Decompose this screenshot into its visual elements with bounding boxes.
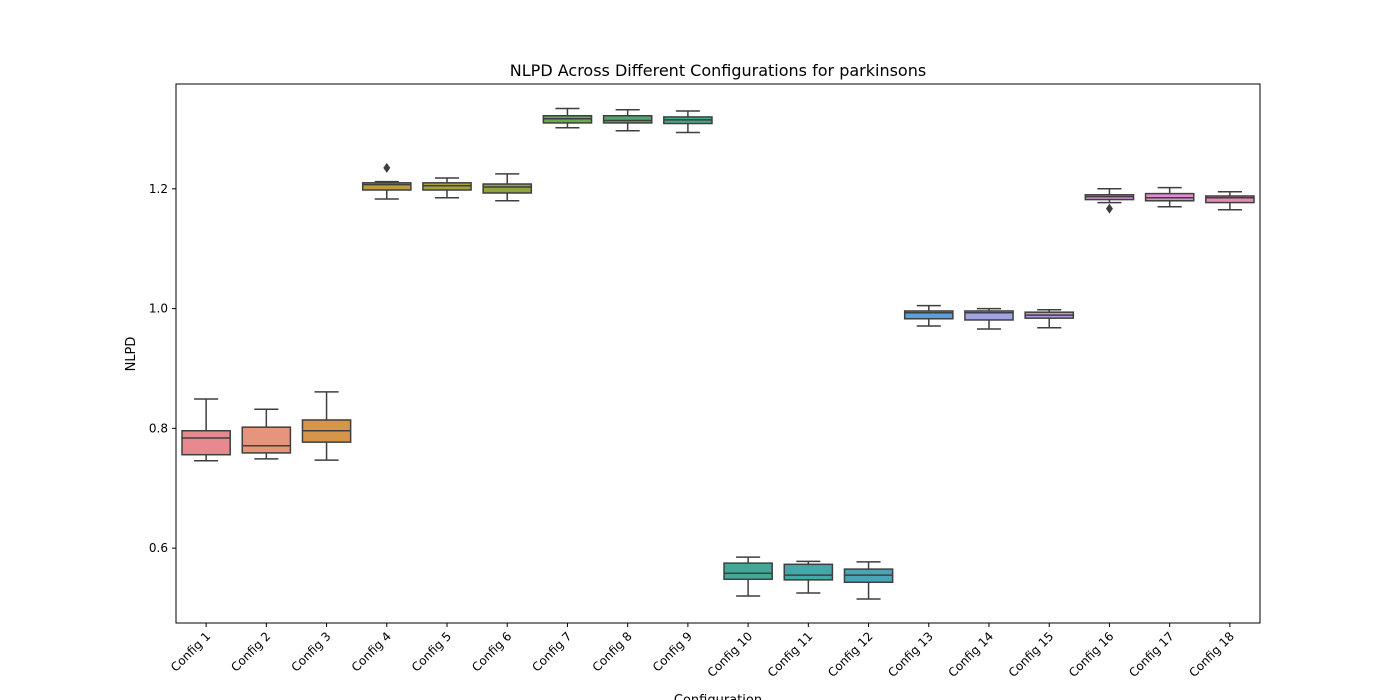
x-tick-label: Config 17 xyxy=(1126,629,1177,680)
x-tick-label: Config 18 xyxy=(1186,629,1237,680)
x-tick-label: Config 8 xyxy=(590,629,635,674)
x-axis-label: Configuration xyxy=(674,693,762,700)
box xyxy=(241,426,292,454)
x-tick-label: Config 7 xyxy=(529,629,574,674)
x-tick-label: Config 15 xyxy=(1006,629,1057,680)
x-tick-label: Config 5 xyxy=(409,629,454,674)
x-tick-label: Config 10 xyxy=(705,629,756,680)
box xyxy=(723,562,773,581)
x-tick-label: Config 4 xyxy=(349,629,394,674)
box xyxy=(1205,195,1255,204)
chart-title: NLPD Across Different Configurations for… xyxy=(510,61,926,80)
x-tick-label: Config 12 xyxy=(825,629,876,680)
x-tick-label: Config 3 xyxy=(288,629,333,674)
x-tick-label: Config 14 xyxy=(945,629,996,680)
box xyxy=(361,182,412,191)
box xyxy=(181,430,231,456)
outlier xyxy=(1105,203,1113,214)
y-tick-label: 1.0 xyxy=(149,302,168,316)
y-tick-label: 0.8 xyxy=(149,421,168,435)
box xyxy=(783,563,834,581)
x-tick-label: Config 2 xyxy=(228,629,273,674)
x-tick-label: Config 13 xyxy=(885,629,936,680)
box xyxy=(964,310,1014,321)
x-tick-label: Config 6 xyxy=(469,629,514,674)
y-tick-label: 0.6 xyxy=(149,541,168,555)
box xyxy=(602,114,653,124)
x-tick-label: Config 16 xyxy=(1066,629,1117,680)
plot-frame xyxy=(175,83,1261,624)
y-axis-label: NLPD xyxy=(124,337,139,372)
x-tick-label: Config 11 xyxy=(765,629,816,680)
x-tick-label: Config 1 xyxy=(168,629,213,674)
x-tick-label: Config 9 xyxy=(650,629,695,674)
outlier xyxy=(383,162,391,173)
box xyxy=(903,310,954,320)
box xyxy=(482,183,533,194)
y-tick-label: 1.2 xyxy=(149,182,168,196)
